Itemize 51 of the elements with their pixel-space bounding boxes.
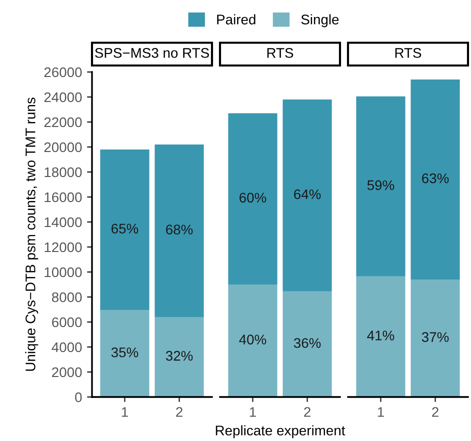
annotation: 40% <box>239 334 266 344</box>
bar <box>282 291 332 397</box>
chart-title: SPS−MS3 no RTS <box>95 48 209 58</box>
annotation: 59% <box>367 180 394 190</box>
bar <box>100 150 150 310</box>
bar <box>154 144 204 317</box>
annotation: 32% <box>166 350 193 361</box>
x-tick-label: 1 <box>122 407 128 417</box>
legend-label: Single <box>301 14 339 28</box>
y-tick-label: 6000 <box>52 317 82 328</box>
y-tick-label: 2000 <box>52 367 82 378</box>
bar <box>154 317 204 397</box>
y-tick-label: 26000 <box>44 67 82 78</box>
annotation: 37% <box>422 332 449 342</box>
annotation: 60% <box>240 192 266 203</box>
bar <box>410 80 460 280</box>
annotation: 68% <box>166 224 193 234</box>
bar <box>356 96 406 276</box>
bar <box>228 284 278 397</box>
x-tick-label: 2 <box>176 407 182 417</box>
chart-title: RTS <box>395 48 422 58</box>
bar <box>356 276 406 397</box>
chart-title: RTS <box>267 48 294 58</box>
y-tick-label: 24000 <box>44 92 82 102</box>
y-tick-label: 0 <box>75 392 82 402</box>
x-tick-label: 1 <box>378 407 384 417</box>
x-tick-label: 2 <box>304 407 310 417</box>
bar <box>100 310 150 397</box>
annotation: 64% <box>294 189 321 200</box>
y-tick-label: 10000 <box>44 267 82 278</box>
x-tick-label: 1 <box>250 407 256 417</box>
y-tick-label: 14000 <box>44 217 82 228</box>
annotation: 65% <box>112 224 138 234</box>
annotation: 35% <box>111 347 138 358</box>
x-tick-label: 2 <box>432 407 438 417</box>
bar <box>282 100 332 292</box>
y-tick-label: 20000 <box>44 142 82 152</box>
y-tick-label: 12000 <box>44 242 82 252</box>
x-axis-title: Replicate experiment <box>216 425 346 438</box>
y-tick-label: 16000 <box>44 192 82 202</box>
bar <box>228 113 278 284</box>
annotation: 63% <box>422 173 449 184</box>
y-tick-label: 4000 <box>52 342 82 352</box>
annotation: 36% <box>294 338 321 348</box>
y-tick-label: 8000 <box>52 292 82 302</box>
y-tick-label: 22000 <box>44 117 82 128</box>
y-tick-label: 18000 <box>44 167 82 178</box>
annotation: 41% <box>367 330 394 340</box>
legend-label: Paired <box>217 14 256 24</box>
y-axis-title: Unique Cys−DTB psm counts, two TMT runs <box>25 98 38 371</box>
bar <box>410 280 460 397</box>
